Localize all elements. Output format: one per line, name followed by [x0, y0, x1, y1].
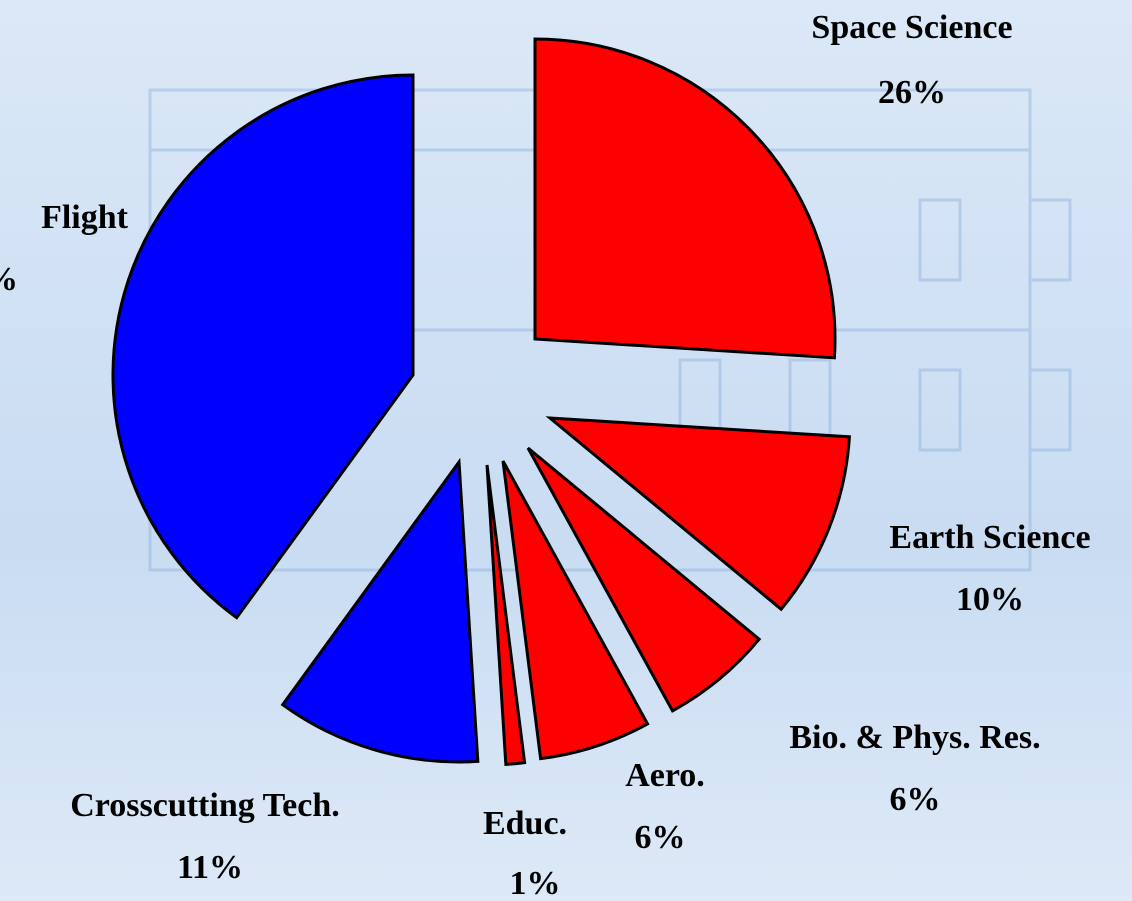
- pie-slice: [533, 37, 837, 360]
- slice-value-label: %: [0, 261, 18, 298]
- slice-label: Educ.: [483, 805, 567, 842]
- slice-value-label: 6%: [890, 781, 941, 818]
- slice-label: Space Science: [811, 9, 1012, 46]
- slice-value-label: 6%: [635, 819, 686, 856]
- pie-slice: [111, 73, 415, 620]
- slice-value-label: 26%: [878, 74, 946, 111]
- slice-label: Earth Science: [889, 519, 1090, 556]
- slice-label: Bio. & Phys. Res.: [789, 719, 1040, 756]
- slice-value-label: 10%: [956, 581, 1024, 618]
- slice-label: Crosscutting Tech.: [70, 787, 340, 824]
- slice-label: Aero.: [625, 757, 705, 794]
- pie-slice: [485, 464, 527, 766]
- pie-slice: [526, 446, 762, 713]
- slice-value-label: 11%: [177, 849, 243, 886]
- pie-slice: [545, 416, 851, 612]
- pie-slice: [280, 457, 480, 764]
- pie-slice: [501, 460, 650, 761]
- slice-label: Flight: [41, 199, 129, 236]
- slice-value-label: 1%: [510, 865, 561, 901]
